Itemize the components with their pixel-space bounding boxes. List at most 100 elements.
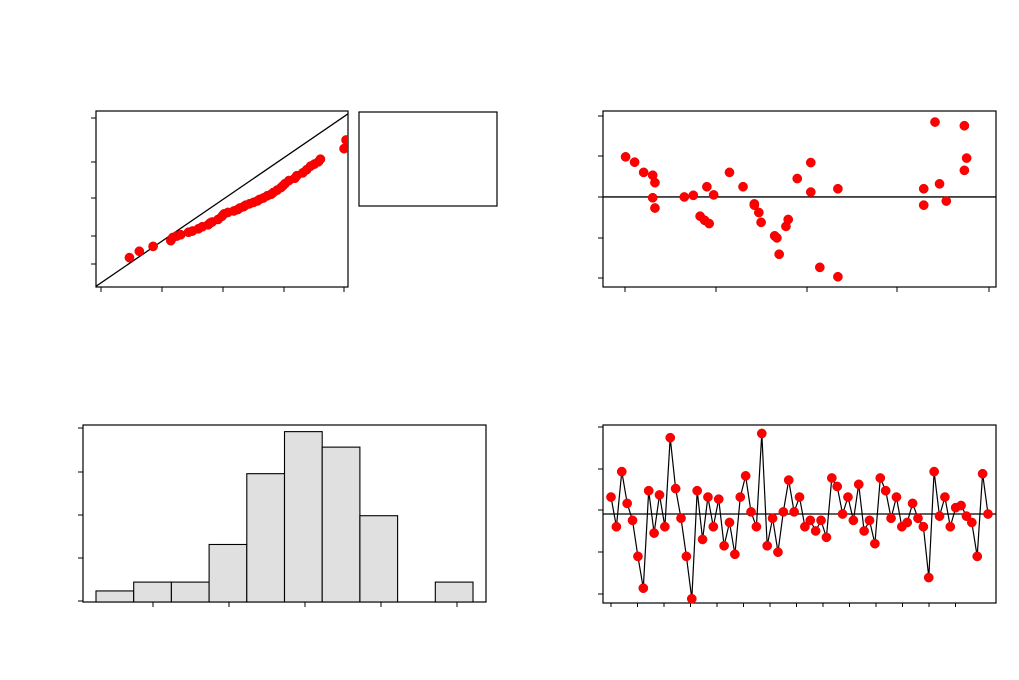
data-point — [756, 428, 767, 439]
data-point — [703, 492, 713, 502]
data-point — [148, 241, 158, 252]
data-point — [620, 151, 631, 162]
data-point — [940, 492, 950, 502]
data-point — [676, 513, 686, 524]
data-point — [629, 157, 640, 168]
data-point — [934, 511, 945, 521]
data-point — [724, 167, 735, 178]
data-point — [966, 517, 977, 528]
data-point — [134, 246, 145, 257]
data-point — [670, 483, 681, 494]
data-point — [746, 507, 756, 517]
plot-area — [96, 113, 348, 287]
histogram-bar — [133, 581, 172, 603]
data-point — [679, 192, 690, 202]
data-point — [875, 473, 886, 483]
data-point — [918, 521, 929, 532]
data-point — [730, 549, 740, 560]
data-point — [692, 485, 703, 496]
data-point — [918, 200, 929, 210]
data-point — [934, 179, 945, 189]
data-point — [708, 521, 719, 532]
data-point — [611, 521, 622, 532]
data-point — [918, 183, 929, 194]
data-point — [794, 492, 805, 502]
histogram-bar — [246, 473, 286, 603]
data-point — [789, 507, 799, 517]
data-point — [956, 500, 966, 511]
data-point — [756, 217, 766, 228]
data-point — [859, 526, 869, 536]
histogram-bar — [170, 581, 210, 603]
data-point — [783, 475, 794, 485]
data-point — [740, 471, 751, 481]
legend-box — [358, 111, 498, 207]
data-point — [622, 498, 633, 509]
residuals-vs-fits-plot — [598, 110, 997, 292]
data-point — [783, 214, 794, 225]
histogram-plot — [78, 424, 487, 607]
data-point — [753, 207, 764, 218]
data-point — [616, 466, 627, 477]
histogram-bar — [359, 515, 399, 603]
data-point — [633, 551, 643, 562]
reference-line — [96, 113, 348, 287]
data-point — [697, 534, 708, 545]
data-point — [751, 521, 762, 532]
data-point — [983, 509, 993, 519]
data-point — [773, 547, 783, 557]
data-point — [805, 187, 816, 197]
data-point — [713, 494, 724, 505]
data-point — [961, 511, 972, 521]
data-point — [833, 271, 843, 282]
data-point — [654, 490, 665, 500]
normal-probability-plot — [91, 110, 498, 292]
histogram-bar — [321, 446, 361, 603]
data-point — [724, 517, 735, 528]
data-point — [848, 515, 859, 526]
histogram-bar — [95, 590, 135, 603]
data-point — [843, 492, 853, 502]
data-point — [738, 181, 748, 192]
data-point — [814, 262, 825, 273]
plot-frame — [95, 110, 349, 288]
data-point — [688, 190, 699, 201]
data-point — [821, 532, 832, 543]
histogram-bar — [434, 581, 474, 603]
data-point — [704, 218, 715, 229]
data-point — [638, 167, 649, 178]
data-point — [837, 509, 848, 519]
data-point — [767, 513, 778, 524]
data-point — [864, 515, 875, 526]
residuals-vs-order-plot — [598, 424, 997, 607]
data-point — [778, 507, 789, 517]
data-point — [805, 515, 816, 526]
data-point — [930, 117, 940, 127]
data-point — [902, 517, 913, 528]
data-point — [972, 551, 983, 562]
data-point — [762, 540, 773, 551]
data-point — [772, 233, 782, 243]
data-point — [647, 192, 658, 203]
data-point — [959, 165, 970, 176]
data-point — [649, 528, 659, 538]
data-point — [923, 572, 934, 583]
data-point — [650, 177, 660, 188]
histogram-bar — [283, 431, 323, 603]
data-point — [606, 492, 616, 502]
histogram-bar — [208, 543, 248, 603]
data-point — [341, 135, 348, 145]
data-point — [833, 183, 843, 194]
data-point — [124, 252, 135, 263]
data-point — [719, 540, 729, 551]
data-point — [977, 468, 988, 479]
data-point — [907, 498, 918, 509]
data-point — [891, 492, 902, 502]
data-point — [913, 513, 923, 524]
data-point — [832, 481, 843, 492]
data-point — [800, 521, 810, 532]
data-point — [315, 154, 326, 165]
data-point — [638, 583, 649, 594]
data-point — [945, 521, 956, 532]
